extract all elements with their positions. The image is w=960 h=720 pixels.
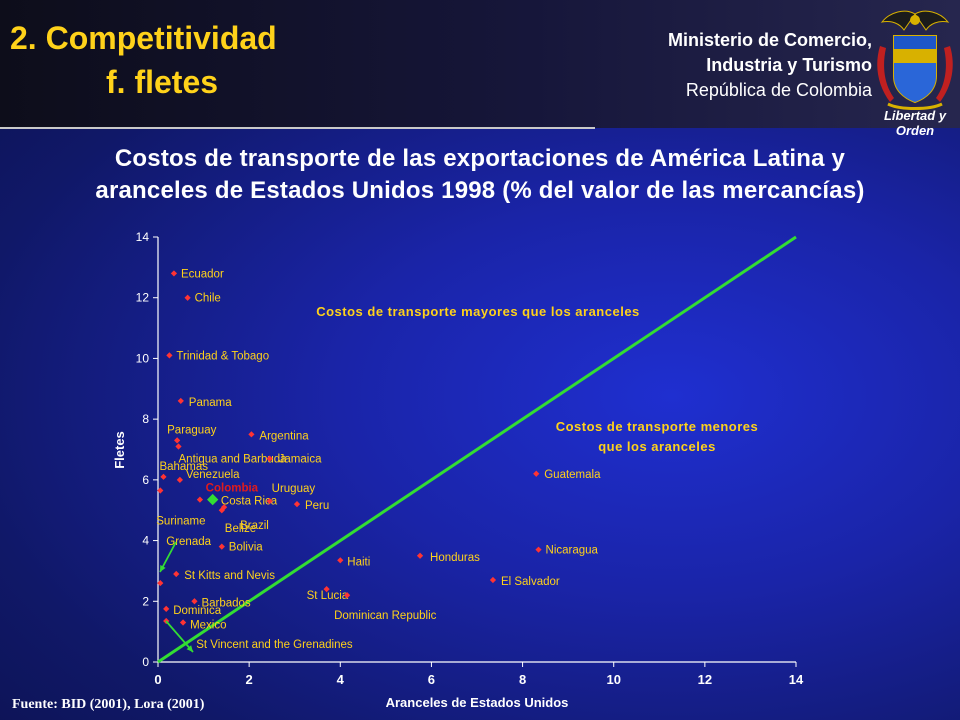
data-point bbox=[175, 443, 182, 450]
point-label: Bahamas bbox=[159, 461, 208, 473]
data-point bbox=[176, 476, 183, 483]
data-point bbox=[163, 605, 170, 612]
data-point bbox=[293, 501, 301, 508]
point-label: Grenada bbox=[166, 536, 211, 548]
header-divider bbox=[0, 127, 595, 129]
y-tick-label: 2 bbox=[142, 594, 149, 608]
x-tick-label: 12 bbox=[698, 672, 712, 687]
point-label: St Lucia bbox=[307, 590, 349, 602]
y-tick-label: 14 bbox=[136, 230, 150, 244]
point-label: Uruguay bbox=[272, 483, 316, 495]
data-point bbox=[337, 557, 344, 564]
data-point bbox=[323, 586, 330, 593]
point-label: Ecuador bbox=[181, 268, 224, 280]
data-point bbox=[191, 598, 198, 605]
region-label: Costos de transporte mayores que los ara… bbox=[316, 304, 640, 319]
x-tick-label: 14 bbox=[789, 672, 804, 687]
point-label: Dominica bbox=[173, 605, 222, 617]
data-point bbox=[170, 270, 178, 277]
data-point bbox=[160, 473, 167, 480]
point-label: Peru bbox=[305, 500, 329, 512]
point-label: Haiti bbox=[347, 556, 370, 568]
slide-subtitle: f. fletes bbox=[106, 64, 219, 100]
point-label: Trinidad & Tobago bbox=[176, 350, 269, 362]
y-tick-label: 6 bbox=[142, 473, 149, 487]
point-label: Argentina bbox=[259, 430, 309, 442]
data-point bbox=[177, 397, 184, 405]
point-label: St Vincent and the Grenadines bbox=[196, 639, 353, 651]
y-tick-label: 4 bbox=[142, 534, 149, 548]
ministry-line-2: Industria y Turismo bbox=[706, 55, 872, 75]
point-label: Belize bbox=[225, 523, 256, 535]
point-label: Colombia bbox=[206, 483, 259, 495]
data-point-colombia bbox=[207, 493, 219, 506]
data-point bbox=[166, 352, 173, 359]
connector-line bbox=[165, 620, 194, 653]
data-point bbox=[266, 455, 273, 462]
data-point bbox=[174, 437, 181, 444]
point-label: Mexico bbox=[190, 620, 226, 632]
y-tick-label: 8 bbox=[142, 412, 149, 426]
point-label: Guatemala bbox=[544, 469, 601, 481]
point-label: St Kitts and Nevis bbox=[184, 570, 275, 582]
x-axis-label: Aranceles de Estados Unidos bbox=[386, 695, 569, 710]
data-point bbox=[218, 543, 225, 550]
point-label: Bolivia bbox=[229, 542, 263, 554]
y-axis-label: Fletes bbox=[112, 431, 127, 469]
region-label: Costos de transporte menores bbox=[556, 419, 759, 434]
slide-title: 2. Competitividad bbox=[10, 20, 277, 56]
connector-arrowhead bbox=[160, 565, 166, 572]
data-point bbox=[489, 576, 497, 584]
region-label: que los aranceles bbox=[598, 439, 716, 454]
ministry-line-1: Ministerio de Comercio, bbox=[667, 30, 872, 50]
y-tick-label: 0 bbox=[142, 655, 149, 669]
y-tick-label: 12 bbox=[136, 291, 150, 305]
x-tick-label: 8 bbox=[519, 672, 526, 687]
y-tick-label: 10 bbox=[136, 351, 150, 365]
point-label: Jamaica bbox=[279, 454, 322, 466]
ministry-block: Ministerio de Comercio, Industria y Turi… bbox=[572, 28, 872, 103]
point-label: Barbados bbox=[201, 597, 250, 609]
point-label: Suriname bbox=[156, 515, 205, 527]
point-label: Dominican Republic bbox=[334, 610, 437, 622]
point-label: El Salvador bbox=[501, 576, 560, 588]
source-note: Fuente: BID (2001), Lora (2001) bbox=[12, 697, 205, 712]
data-point bbox=[248, 431, 255, 438]
reference-line bbox=[157, 235, 797, 664]
x-tick-label: 2 bbox=[246, 672, 253, 687]
point-label: Nicaragua bbox=[546, 545, 599, 557]
data-point bbox=[344, 592, 351, 599]
motto: Libertad y Orden bbox=[883, 108, 947, 138]
point-label: Brazil bbox=[240, 520, 269, 532]
chart-heading-line-2: aranceles de Estados Unidos 1998 (% del … bbox=[95, 177, 865, 204]
point-label: Chile bbox=[195, 293, 221, 305]
point-label: Costa Rica bbox=[221, 496, 278, 508]
data-point bbox=[184, 294, 191, 301]
point-label: Paraguay bbox=[167, 424, 216, 436]
data-point bbox=[266, 497, 273, 505]
point-label: Antigua and Barbuda bbox=[179, 453, 288, 465]
header-band bbox=[0, 0, 960, 128]
data-point bbox=[173, 570, 180, 578]
point-label: Venezuela bbox=[186, 469, 240, 481]
ministry-line-3: República de Colombia bbox=[685, 80, 872, 100]
chart-heading-line-1: Costos de transporte de las exportacione… bbox=[114, 145, 846, 172]
data-point bbox=[196, 496, 204, 503]
data-point bbox=[533, 470, 540, 477]
x-tick-label: 0 bbox=[154, 672, 161, 687]
point-label: Panama bbox=[189, 397, 232, 409]
x-tick-label: 6 bbox=[428, 672, 435, 687]
data-point bbox=[179, 619, 187, 626]
x-tick-label: 4 bbox=[337, 672, 345, 687]
chart-heading: Costos de transporte de las exportacione… bbox=[10, 143, 950, 207]
x-tick-label: 10 bbox=[606, 672, 620, 687]
connector-arrowhead bbox=[186, 645, 193, 652]
data-point bbox=[535, 546, 542, 553]
data-point bbox=[416, 552, 424, 559]
point-label: Honduras bbox=[430, 552, 480, 564]
coat-of-arms-icon bbox=[877, 10, 953, 110]
